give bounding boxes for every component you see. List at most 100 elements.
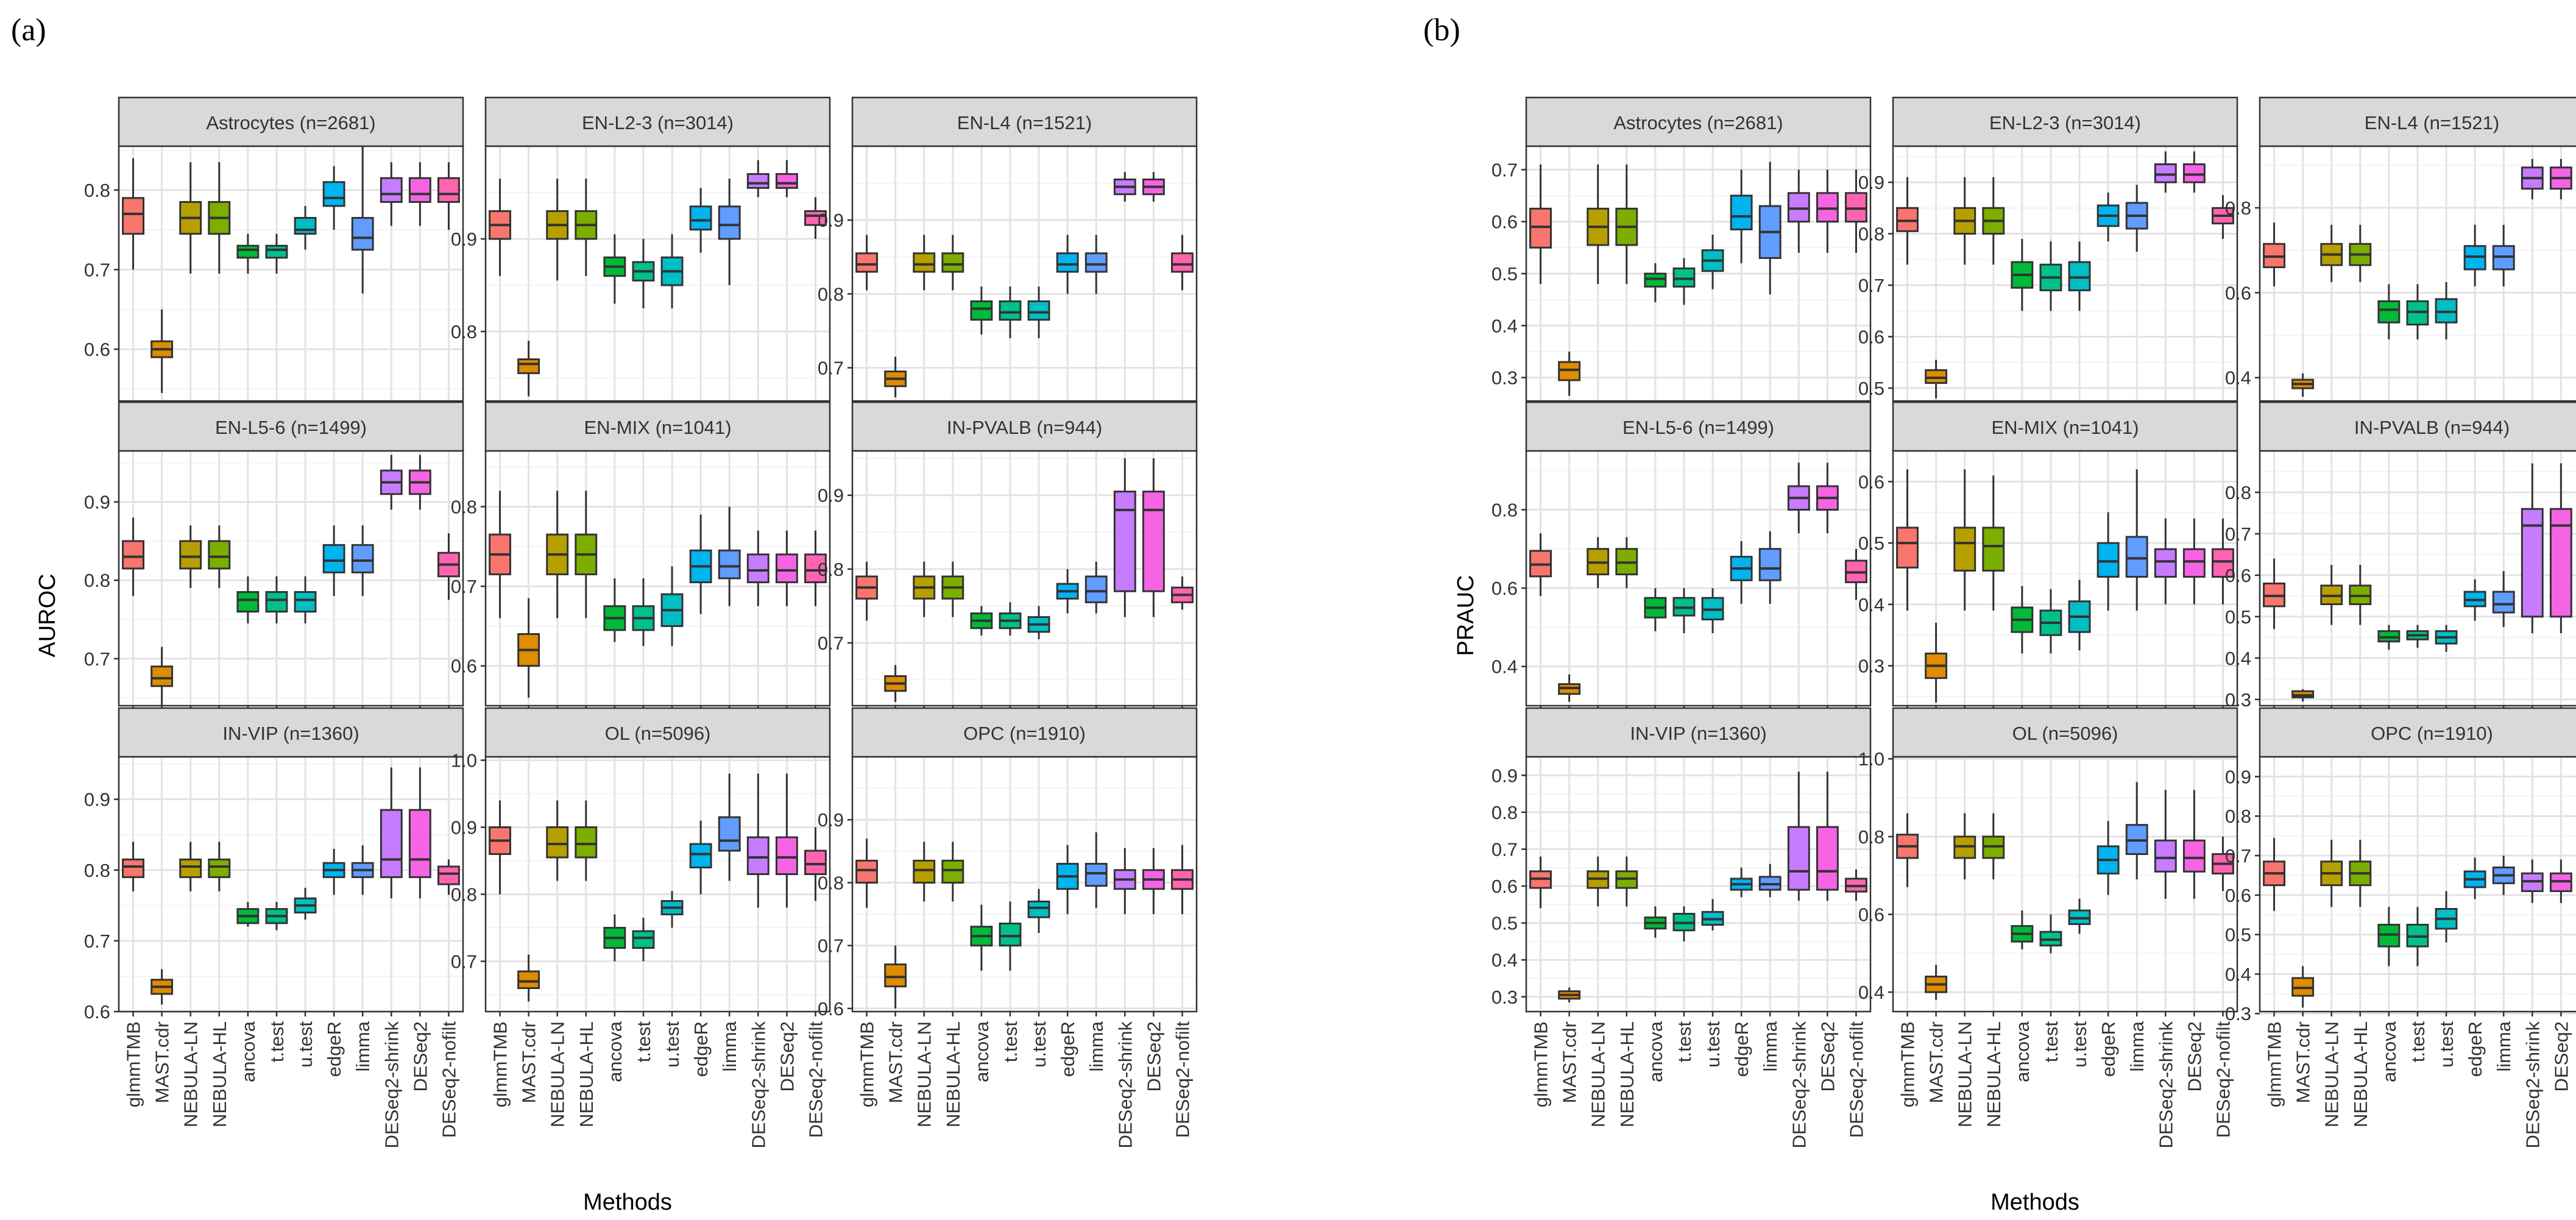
box-limma bbox=[718, 773, 741, 881]
box-body bbox=[546, 826, 569, 859]
y-tick-label: 1.0 bbox=[1858, 748, 1884, 770]
y-tick-label: 0.7 bbox=[1491, 839, 1518, 860]
box-DESeq2-nofilt bbox=[2212, 836, 2234, 892]
x-tick-label: edgeR bbox=[690, 1021, 712, 1077]
box-glmmTMB bbox=[2263, 558, 2285, 630]
box-u.test bbox=[1701, 588, 1724, 634]
plot-background bbox=[486, 451, 830, 706]
box-edgeR bbox=[322, 166, 345, 230]
y-tick-label: 0.7 bbox=[84, 259, 110, 280]
panel-border bbox=[118, 145, 464, 402]
panel-border bbox=[851, 145, 1198, 402]
y-tick-label: 0.5 bbox=[1858, 533, 1884, 554]
box-body bbox=[437, 865, 460, 885]
y-tick-label: 0.8 bbox=[2225, 197, 2251, 219]
box-body bbox=[517, 358, 540, 374]
y-tick-label: 0.3 bbox=[1858, 656, 1884, 677]
box-glmmTMB bbox=[1896, 177, 1919, 265]
box-body bbox=[122, 197, 144, 235]
plot-background bbox=[1526, 757, 1870, 1012]
y-tick-label: 0.8 bbox=[451, 321, 477, 342]
box-body bbox=[999, 300, 1022, 321]
y-tick-label: 0.3 bbox=[1491, 987, 1518, 1008]
box-body bbox=[632, 930, 655, 949]
y-tick-label: 0.8 bbox=[84, 860, 110, 881]
box-DESeq2-shrink bbox=[2521, 463, 2544, 634]
box-edgeR bbox=[322, 848, 345, 895]
box-body bbox=[2521, 508, 2544, 618]
x-tick-label: NEBULA-HL bbox=[1983, 1021, 2005, 1127]
y-tick-label: 0.8 bbox=[84, 570, 110, 591]
box-body bbox=[1558, 361, 1581, 381]
y-tick-label: 0.7 bbox=[451, 576, 477, 597]
box-MAST.cdr bbox=[2291, 966, 2315, 1008]
box-u.test bbox=[1027, 286, 1050, 339]
box-edgeR bbox=[689, 514, 712, 614]
facet-panel: OPC (n=1910) 0.3 0.4 0.5 0.6 0.7 0.8 0.9 glmmTMB… bbox=[2225, 707, 2576, 1148]
y-tick-label: 0.8 bbox=[451, 884, 477, 906]
box-u.test bbox=[2068, 241, 2091, 311]
box-NEBULA-HL bbox=[941, 842, 964, 902]
box-u.test bbox=[2435, 282, 2458, 339]
box-ancova bbox=[236, 576, 260, 623]
box-body bbox=[179, 540, 202, 570]
box-body bbox=[517, 970, 540, 989]
x-tick-label: MAST.cdr bbox=[518, 1021, 540, 1103]
box-edgeR bbox=[1056, 235, 1079, 294]
box-NEBULA-HL bbox=[941, 235, 964, 291]
box-MAST.cdr bbox=[150, 969, 174, 1005]
x-tick-label: t.test bbox=[266, 1021, 288, 1063]
box-DESeq2-nofilt bbox=[437, 859, 460, 895]
box-u.test bbox=[660, 566, 684, 647]
facet-title: IN-PVALB (n=944) bbox=[947, 417, 1102, 438]
plot-background bbox=[1893, 146, 2237, 401]
facet-panel: EN-L5-6 (n=1499) 0.4 0.6 0.8 bbox=[1491, 401, 1872, 711]
x-tick-label: DESeq2-shrink bbox=[381, 1021, 402, 1149]
y-tick-label: 0.8 bbox=[1491, 802, 1518, 823]
plot-background bbox=[119, 451, 463, 706]
box-body bbox=[1816, 192, 1839, 223]
box-MAST.cdr bbox=[1925, 360, 1948, 399]
box-u.test bbox=[294, 887, 317, 920]
box-DESeq2-shrink bbox=[746, 160, 770, 197]
box-DESeq2-shrink bbox=[380, 455, 403, 510]
box-edgeR bbox=[1730, 867, 1753, 898]
box-edgeR bbox=[689, 820, 712, 895]
facet-title: IN-VIP (n=1360) bbox=[222, 723, 359, 744]
facet-strip bbox=[2259, 707, 2576, 758]
x-tick-label: DESeq2-nofilt bbox=[2212, 1021, 2234, 1138]
x-tick-label: glmmTMB bbox=[1897, 1021, 1919, 1107]
box-NEBULA-LN bbox=[913, 842, 936, 902]
facet-strip bbox=[851, 401, 1198, 452]
box-body bbox=[208, 858, 231, 878]
box-edgeR bbox=[2097, 512, 2120, 611]
y-tick-label: 0.7 bbox=[84, 648, 110, 670]
y-tick-label: 0.7 bbox=[2225, 523, 2251, 545]
box-body bbox=[855, 252, 878, 273]
box-ancova bbox=[970, 606, 993, 636]
y-tick-label: 0.7 bbox=[1858, 275, 1884, 296]
facet-panel: OL (n=5096) 0.4 0.6 0.8 1.0 glmmTMB MAST.cdr NE… bbox=[1858, 707, 2238, 1148]
box-edgeR bbox=[2097, 821, 2120, 895]
facet-panel: IN-VIP (n=1360) 0.6 0.7 0.8 0.9 glmmTMB MAST.c… bbox=[84, 707, 464, 1149]
plot-background bbox=[852, 757, 1197, 1012]
box-NEBULA-HL bbox=[208, 162, 231, 274]
facet-title: EN-L5-6 (n=1499) bbox=[215, 417, 367, 438]
plot-background bbox=[119, 146, 463, 401]
box-body bbox=[2154, 839, 2177, 873]
box-body bbox=[2182, 548, 2206, 578]
y-tick-label: 0.7 bbox=[2225, 845, 2251, 867]
panel-border bbox=[1892, 450, 2238, 707]
x-tick-label: DESeq2-nofilt bbox=[438, 1021, 459, 1138]
x-tick-label: MAST.cdr bbox=[2293, 1021, 2314, 1103]
box-body bbox=[775, 553, 798, 584]
box-edgeR bbox=[1730, 169, 1753, 263]
box-edgeR bbox=[2463, 579, 2486, 621]
box-body bbox=[122, 858, 144, 878]
box-body bbox=[322, 544, 345, 573]
x-tick-label: NEBULA-LN bbox=[914, 1021, 935, 1127]
box-DESeq2 bbox=[1142, 172, 1165, 202]
box-t.test bbox=[1672, 588, 1696, 634]
x-tick-label: NEBULA-HL bbox=[209, 1021, 230, 1127]
box-body bbox=[884, 963, 907, 988]
